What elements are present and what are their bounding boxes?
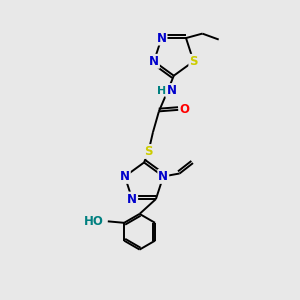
Text: N: N — [167, 84, 176, 97]
Text: S: S — [144, 145, 153, 158]
Text: S: S — [189, 55, 198, 68]
Text: N: N — [120, 170, 130, 183]
Text: O: O — [180, 103, 190, 116]
Text: HO: HO — [83, 215, 103, 228]
Text: N: N — [127, 193, 137, 206]
Text: N: N — [157, 32, 166, 45]
Text: H: H — [157, 85, 166, 96]
Text: N: N — [158, 170, 168, 183]
Text: N: N — [149, 55, 159, 68]
